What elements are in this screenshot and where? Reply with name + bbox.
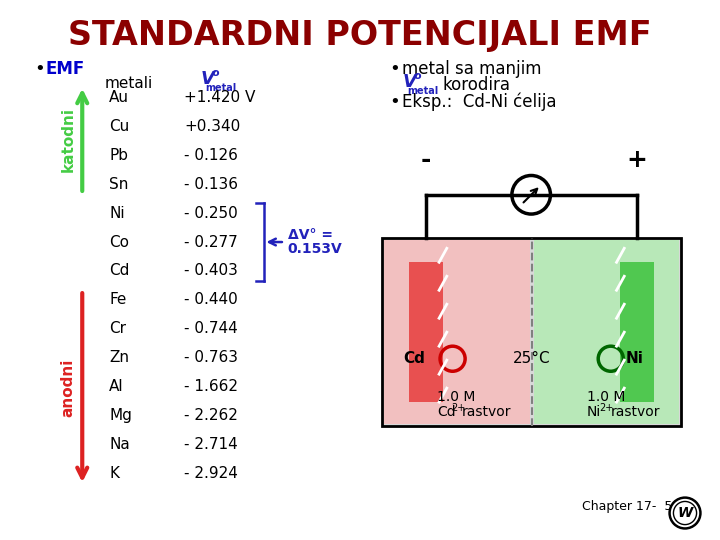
Text: 1.0 M: 1.0 M — [437, 390, 476, 404]
Text: •: • — [34, 60, 45, 78]
Bar — [534, 240, 679, 424]
Text: metal: metal — [408, 86, 438, 96]
Text: katodni: katodni — [60, 107, 76, 172]
Text: ΔV° =: ΔV° = — [288, 228, 333, 242]
Text: Ni: Ni — [587, 405, 601, 418]
Text: - 0.126: - 0.126 — [184, 148, 238, 163]
Text: - 0.763: - 0.763 — [184, 350, 238, 365]
Text: - 0.403: - 0.403 — [184, 264, 238, 279]
Text: o: o — [413, 71, 420, 81]
Text: K: K — [109, 466, 120, 481]
Text: EMF: EMF — [45, 60, 85, 78]
Text: V: V — [402, 73, 416, 91]
Text: Co: Co — [109, 234, 130, 249]
Text: - 0.744: - 0.744 — [184, 321, 238, 336]
Text: Au: Au — [109, 90, 130, 105]
Text: - 2.262: - 2.262 — [184, 408, 238, 423]
Text: o: o — [212, 68, 219, 78]
Text: korodira: korodira — [443, 76, 511, 94]
Text: Cd: Cd — [404, 351, 426, 366]
Text: Ni: Ni — [109, 206, 125, 221]
Text: 1.0 M: 1.0 M — [587, 390, 625, 404]
Text: 25°C: 25°C — [513, 351, 551, 366]
Text: Zn: Zn — [109, 350, 130, 365]
Text: 2+: 2+ — [451, 403, 466, 413]
Text: Sn: Sn — [109, 177, 129, 192]
Text: - 2.924: - 2.924 — [184, 466, 238, 481]
Text: rastvor: rastvor — [462, 405, 512, 418]
Text: Cd: Cd — [437, 405, 456, 418]
Text: Al: Al — [109, 379, 124, 394]
Text: +: + — [626, 147, 647, 172]
Text: •: • — [389, 93, 400, 111]
Text: +1.420 V: +1.420 V — [184, 90, 256, 105]
Text: Pb: Pb — [109, 148, 128, 163]
Text: Cu: Cu — [109, 119, 130, 134]
Bar — [409, 262, 443, 402]
Text: Cd: Cd — [109, 264, 130, 279]
Text: Chapter 17-  5: Chapter 17- 5 — [582, 500, 672, 513]
Text: - 0.136: - 0.136 — [184, 177, 238, 192]
Text: +0.340: +0.340 — [184, 119, 240, 134]
Text: rastvor: rastvor — [611, 405, 660, 418]
Text: metal: metal — [206, 83, 237, 93]
Bar — [384, 240, 530, 424]
Text: STANDARDNI POTENCIJALI EMF: STANDARDNI POTENCIJALI EMF — [68, 19, 652, 52]
Text: metali: metali — [104, 76, 153, 91]
Text: - 0.277: - 0.277 — [184, 234, 238, 249]
Text: - 0.440: - 0.440 — [184, 292, 238, 307]
Text: Mg: Mg — [109, 408, 132, 423]
Text: Na: Na — [109, 437, 130, 452]
Text: - 0.250: - 0.250 — [184, 206, 238, 221]
Text: W: W — [678, 506, 693, 520]
Text: V: V — [201, 70, 215, 88]
Text: Fe: Fe — [109, 292, 127, 307]
Text: anodni: anodni — [60, 359, 76, 417]
Text: - 1.662: - 1.662 — [184, 379, 238, 394]
Text: metal sa manjim: metal sa manjim — [402, 60, 542, 78]
Bar — [382, 238, 681, 426]
Text: Cr: Cr — [109, 321, 126, 336]
Text: •: • — [389, 60, 400, 78]
Bar — [621, 262, 654, 402]
Text: Ni: Ni — [625, 351, 643, 366]
Text: 0.153V: 0.153V — [288, 242, 343, 256]
Text: -: - — [420, 147, 431, 172]
Text: 2+: 2+ — [599, 403, 613, 413]
Text: Eksp.:  Cd-Ni ćelija: Eksp.: Cd-Ni ćelija — [402, 93, 557, 111]
Text: - 2.714: - 2.714 — [184, 437, 238, 452]
